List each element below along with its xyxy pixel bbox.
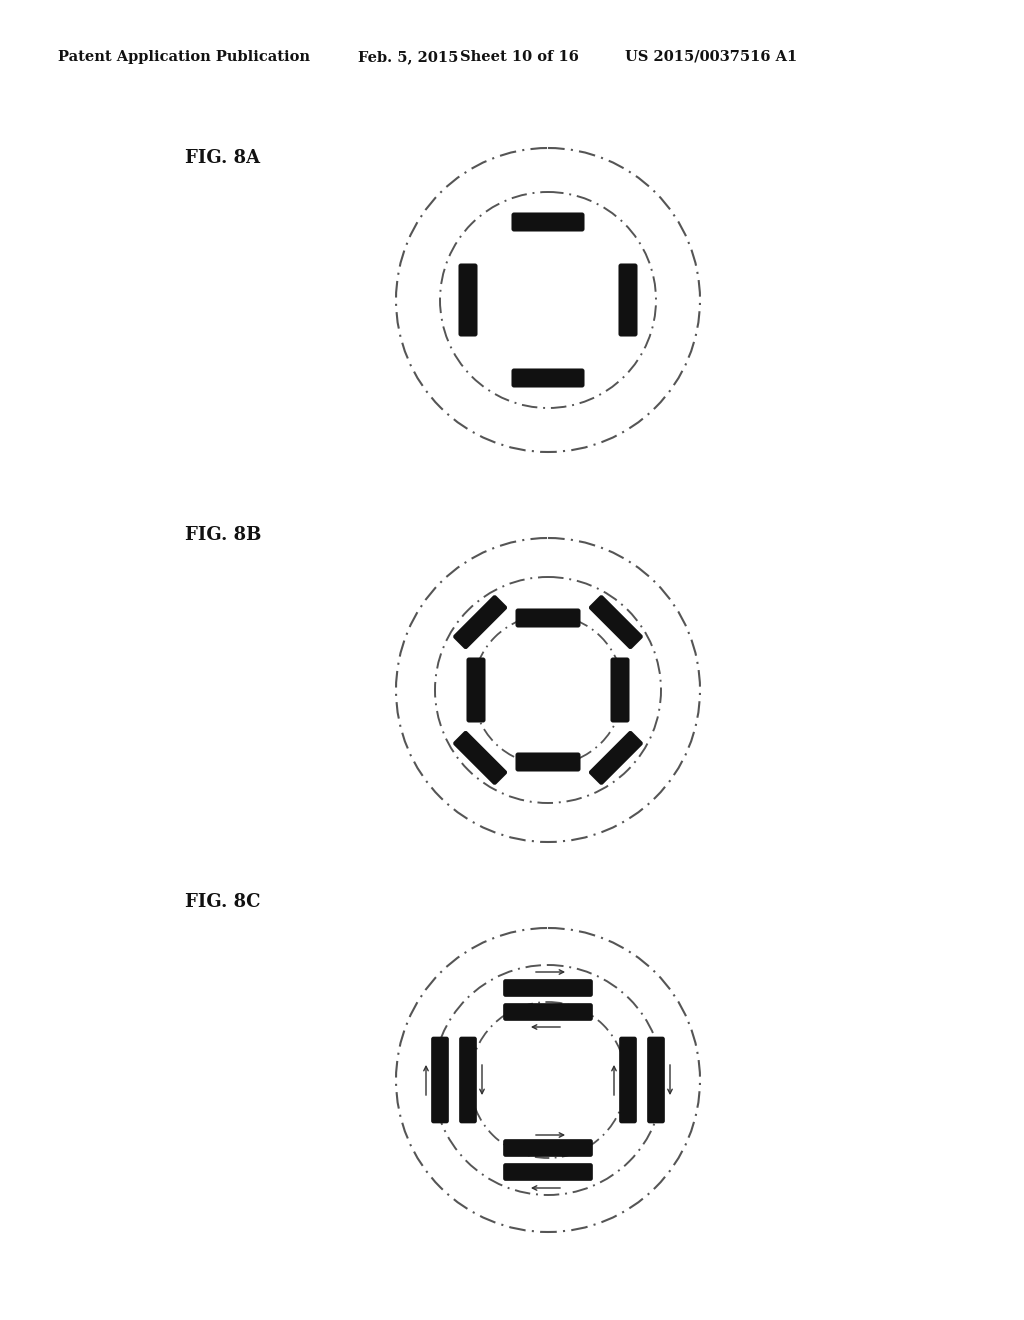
FancyBboxPatch shape [620, 1036, 637, 1123]
FancyBboxPatch shape [459, 1036, 477, 1123]
FancyBboxPatch shape [503, 979, 593, 997]
Text: US 2015/0037516 A1: US 2015/0037516 A1 [625, 50, 798, 63]
Text: FIG. 8A: FIG. 8A [185, 149, 260, 168]
Text: Feb. 5, 2015: Feb. 5, 2015 [358, 50, 459, 63]
FancyBboxPatch shape [589, 595, 643, 649]
FancyBboxPatch shape [515, 752, 581, 771]
FancyBboxPatch shape [453, 731, 507, 785]
FancyBboxPatch shape [610, 657, 630, 722]
FancyBboxPatch shape [511, 368, 585, 388]
FancyBboxPatch shape [503, 1163, 593, 1181]
Text: FIG. 8C: FIG. 8C [185, 894, 260, 911]
FancyBboxPatch shape [515, 609, 581, 627]
FancyBboxPatch shape [647, 1036, 665, 1123]
FancyBboxPatch shape [589, 731, 643, 785]
FancyBboxPatch shape [503, 1139, 593, 1156]
FancyBboxPatch shape [459, 264, 477, 337]
FancyBboxPatch shape [431, 1036, 449, 1123]
Text: Patent Application Publication: Patent Application Publication [58, 50, 310, 63]
FancyBboxPatch shape [467, 657, 485, 722]
FancyBboxPatch shape [453, 595, 507, 649]
FancyBboxPatch shape [511, 213, 585, 231]
Text: Sheet 10 of 16: Sheet 10 of 16 [460, 50, 579, 63]
FancyBboxPatch shape [618, 264, 638, 337]
Text: FIG. 8B: FIG. 8B [185, 525, 261, 544]
FancyBboxPatch shape [503, 1003, 593, 1020]
